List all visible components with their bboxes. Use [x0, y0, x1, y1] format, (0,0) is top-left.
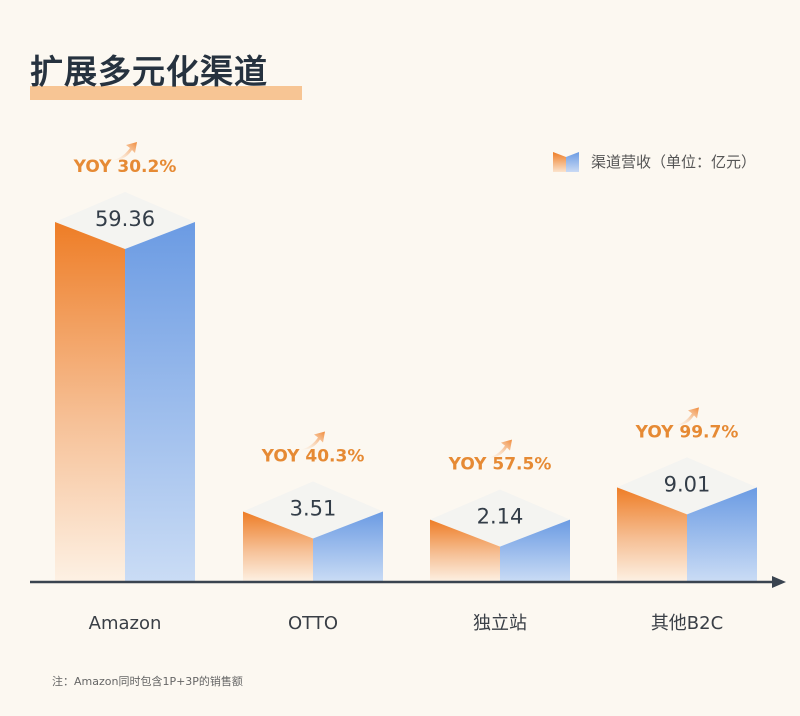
data-label: 9.01	[664, 472, 711, 496]
x-tick-label: 其他B2C	[651, 613, 723, 634]
x-tick-label: Amazon	[89, 613, 162, 634]
x-tick-label: OTTO	[288, 613, 338, 634]
bar-top-face	[617, 457, 757, 515]
title-block: 扩展多元化渠道	[30, 52, 302, 100]
bar-left-face	[55, 222, 125, 582]
growth-arrow-icon	[675, 407, 699, 426]
x-axis-arrow-icon	[772, 576, 786, 588]
chart-title: 扩展多元化渠道	[30, 52, 268, 91]
title-highlight	[30, 86, 302, 100]
legend-swatch-icon	[553, 152, 579, 172]
bar-right-face	[125, 222, 195, 582]
legend: 渠道营收（单位：亿元）	[553, 150, 756, 172]
data-label: 59.36	[95, 207, 155, 231]
bar-top-face	[55, 192, 195, 249]
yoy-label: YOY 99.7%	[635, 422, 739, 442]
bar-right-face	[313, 511, 383, 582]
growth-arrow-icon	[113, 142, 137, 161]
legend-label: 渠道营收（单位：亿元）	[591, 152, 757, 171]
growth-arrow-icon	[488, 439, 512, 458]
yoy-label: YOY 30.2%	[73, 157, 177, 177]
growth-arrow-icon	[301, 431, 325, 450]
bar-left-face	[617, 487, 687, 582]
data-label: 2.14	[477, 505, 524, 529]
bar-left-face	[243, 511, 313, 582]
footnote: 注：Amazon同时包含1P+3P的销售额	[52, 675, 243, 688]
x-tick-label: 独立站	[473, 613, 527, 634]
bar-left-face	[430, 519, 500, 582]
bar-top-face	[430, 489, 570, 547]
yoy-label: YOY 57.5%	[448, 455, 552, 475]
bar-right-face	[687, 487, 757, 582]
data-label: 3.51	[290, 497, 337, 521]
yoy-label: YOY 40.3%	[261, 447, 365, 467]
bar-right-face	[500, 519, 570, 582]
bar-top-face	[243, 481, 383, 539]
